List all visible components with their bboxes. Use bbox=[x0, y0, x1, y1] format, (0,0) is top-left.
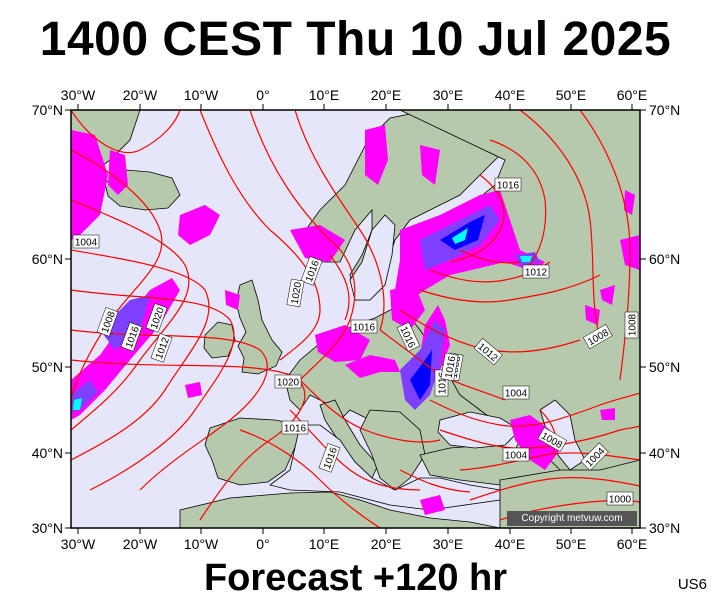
lon-label-bottom: 20°E bbox=[371, 536, 402, 552]
isobar-label-box bbox=[274, 374, 302, 389]
lon-label-top: 30°E bbox=[433, 87, 464, 103]
lat-label-right: 50°N bbox=[649, 359, 680, 375]
isobar-label: 1012 bbox=[522, 264, 550, 279]
lon-label-bottom: 50°E bbox=[556, 536, 587, 552]
precipitation bbox=[71, 125, 640, 515]
lon-label-bottom: 0° bbox=[256, 536, 269, 552]
isobar-label-text: 1008 bbox=[628, 313, 639, 336]
isobar-label-text: 1012 bbox=[525, 268, 548, 279]
lat-label-left: 70°N bbox=[32, 102, 63, 118]
isobar-label: 1016 bbox=[494, 177, 522, 192]
isobar-label: 1016 bbox=[350, 319, 378, 334]
isobar-label: 1004 bbox=[502, 385, 530, 400]
map-title: 1400 CEST Thu 10 Jul 2025 bbox=[39, 13, 672, 66]
lon-label-top: 60°E bbox=[617, 87, 648, 103]
isobar-label-text: 1016 bbox=[353, 323, 376, 334]
isobar-label-box bbox=[522, 264, 550, 279]
isobar-label-box bbox=[624, 311, 639, 339]
lat-label-right: 40°N bbox=[649, 445, 680, 461]
isobar-label-text: 1016 bbox=[497, 181, 520, 192]
isobar-label-box bbox=[502, 385, 530, 400]
product-code: US6 bbox=[677, 576, 707, 593]
isobar-label-box bbox=[150, 333, 173, 363]
isobar-label-box bbox=[120, 322, 143, 352]
isobar-label: 1008 bbox=[624, 311, 639, 339]
isobar-label-box bbox=[537, 427, 568, 453]
iberia bbox=[204, 417, 301, 486]
balkans bbox=[359, 409, 426, 491]
isobar-label-box bbox=[606, 491, 634, 506]
lon-label-top: 0° bbox=[256, 87, 269, 103]
lon-label-bottom: 60°E bbox=[617, 536, 648, 552]
isobar-label: 1004 bbox=[72, 234, 100, 249]
lon-label-top: 30°W bbox=[61, 87, 96, 103]
isobar-label: 1016 bbox=[440, 352, 459, 382]
isobar-label-box bbox=[318, 443, 341, 473]
lon-label-top: 20°E bbox=[371, 87, 402, 103]
lon-label-bottom: 40°E bbox=[495, 536, 526, 552]
isobar-label-box bbox=[396, 321, 421, 352]
isobar-label-text: 1016 bbox=[284, 424, 307, 435]
isobar-label-text: 1016 bbox=[444, 355, 459, 379]
isobar-label-text: 1000 bbox=[609, 495, 632, 506]
isobar-label-box bbox=[580, 442, 609, 471]
isobar-label-box bbox=[502, 447, 530, 462]
isobar-label-box bbox=[494, 177, 522, 192]
isobar-label-box bbox=[72, 234, 100, 249]
axis-ticks bbox=[65, 104, 646, 534]
isobar-label-box bbox=[96, 307, 119, 337]
lon-label-top: 20°W bbox=[123, 87, 158, 103]
lat-label-left: 30°N bbox=[32, 520, 63, 536]
map-frame bbox=[70, 109, 641, 529]
italy bbox=[319, 399, 379, 479]
baltic-sea bbox=[349, 214, 396, 301]
isobar-label-text: 1004 bbox=[505, 451, 528, 462]
lat-label-left: 40°N bbox=[32, 445, 63, 461]
isobar-label-text: 1004 bbox=[505, 389, 528, 400]
lat-label-left: 60°N bbox=[32, 251, 63, 267]
forecast-label: Forecast +120 hr bbox=[203, 557, 508, 599]
lon-label-bottom: 30°E bbox=[433, 536, 464, 552]
isobars bbox=[71, 110, 640, 528]
north-africa bbox=[179, 491, 501, 528]
isobar-label-box bbox=[145, 303, 168, 333]
isobar-label-text: 1020 bbox=[277, 378, 300, 389]
lat-label-right: 60°N bbox=[649, 251, 680, 267]
lat-label-right: 30°N bbox=[649, 520, 680, 536]
isobar-label-box bbox=[582, 324, 613, 350]
isobar-label-text: 1004 bbox=[75, 238, 98, 249]
lat-label-right: 70°N bbox=[649, 102, 680, 118]
lon-label-bottom: 10°E bbox=[309, 536, 340, 552]
isobar-label-box bbox=[473, 337, 503, 366]
isobar-label-box bbox=[350, 319, 378, 334]
isobar-label-box bbox=[440, 352, 459, 382]
isobar-label: 1000 bbox=[606, 491, 634, 506]
isobar-label-text: 1020 bbox=[290, 281, 305, 305]
isobar-label: 1020 bbox=[274, 374, 302, 389]
lon-label-top: 50°E bbox=[556, 87, 587, 103]
lon-label-bottom: 10°W bbox=[184, 536, 219, 552]
isobar-label: 1016 bbox=[281, 420, 309, 435]
isobar-label-box bbox=[286, 278, 305, 308]
copyright-label: Copyright metvuw.com bbox=[507, 511, 637, 526]
lon-label-top: 40°E bbox=[495, 87, 526, 103]
isobar-label-box bbox=[281, 420, 309, 435]
lon-label-bottom: 30°W bbox=[61, 536, 96, 552]
isobar-label-text: 1016 bbox=[438, 371, 449, 394]
lat-label-left: 50°N bbox=[32, 359, 63, 375]
isobar-label-box bbox=[300, 256, 323, 286]
black-sea bbox=[437, 411, 521, 449]
lon-label-top: 10°W bbox=[184, 87, 219, 103]
isobar-label: 1020 bbox=[286, 278, 305, 308]
lon-label-top: 10°E bbox=[309, 87, 340, 103]
great-britain bbox=[235, 279, 283, 375]
isobar-label: 1004 bbox=[502, 447, 530, 462]
scandinavia bbox=[299, 110, 506, 301]
lon-label-bottom: 20°W bbox=[123, 536, 158, 552]
